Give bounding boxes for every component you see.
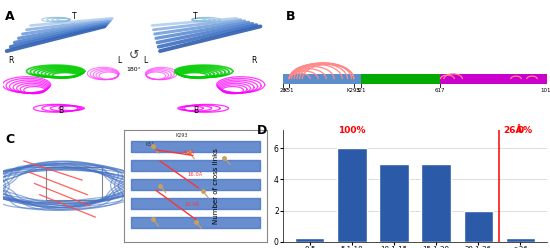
FancyBboxPatch shape	[289, 74, 361, 84]
Bar	[337, 148, 367, 242]
Text: D: D	[256, 124, 267, 137]
Text: 0%: 0%	[517, 126, 532, 135]
Y-axis label: Number of cross links: Number of cross links	[213, 148, 219, 224]
Text: K293: K293	[175, 133, 188, 138]
Text: 26Å: 26Å	[503, 126, 522, 135]
Text: R: R	[251, 56, 256, 64]
Text: 100%: 100%	[338, 126, 366, 135]
Bar	[295, 238, 324, 242]
Text: R: R	[8, 56, 13, 64]
FancyBboxPatch shape	[441, 74, 547, 84]
Text: C: C	[6, 133, 14, 146]
Text: B: B	[285, 10, 295, 23]
Text: 617: 617	[435, 89, 446, 93]
Text: K293: K293	[346, 89, 361, 93]
Text: K51: K51	[284, 89, 294, 93]
Text: T: T	[72, 12, 76, 21]
Text: 1017: 1017	[540, 89, 550, 93]
Text: B: B	[58, 106, 63, 115]
Text: A: A	[6, 10, 15, 23]
Text: L: L	[144, 56, 147, 64]
FancyBboxPatch shape	[361, 74, 441, 84]
FancyBboxPatch shape	[283, 74, 289, 84]
Text: T: T	[194, 12, 198, 21]
Text: ↺: ↺	[128, 49, 139, 62]
Bar	[506, 238, 535, 242]
Bar	[464, 211, 493, 242]
Text: B: B	[193, 106, 198, 115]
Text: L: L	[117, 56, 121, 64]
Bar	[379, 164, 409, 242]
Text: 321: 321	[356, 89, 366, 93]
Text: K51: K51	[145, 142, 155, 148]
Text: 10.0Å: 10.0Å	[184, 202, 200, 207]
Text: 4.5Å: 4.5Å	[183, 150, 195, 155]
Text: 28: 28	[279, 89, 287, 93]
Text: 16.0Å: 16.0Å	[188, 172, 204, 177]
Text: 180°: 180°	[126, 66, 141, 71]
Bar	[421, 164, 451, 242]
